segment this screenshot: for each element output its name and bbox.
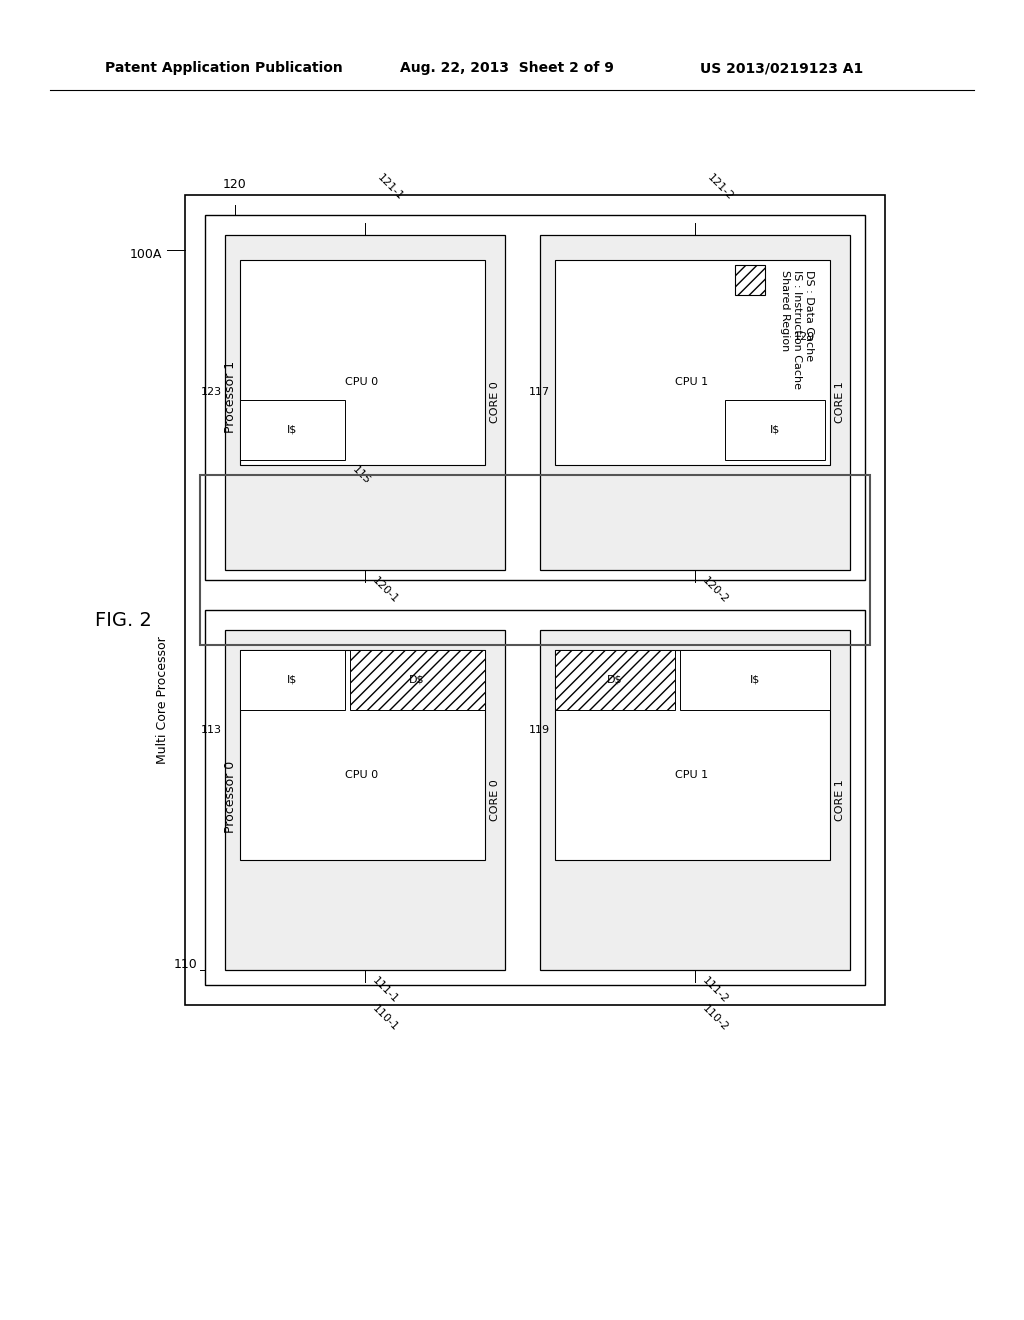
Text: Aug. 22, 2013  Sheet 2 of 9: Aug. 22, 2013 Sheet 2 of 9 (400, 61, 613, 75)
Text: CORE 1: CORE 1 (835, 381, 845, 422)
Text: DS : Data Cache: DS : Data Cache (804, 271, 814, 362)
Text: 120: 120 (223, 178, 247, 191)
Bar (680, 649, 830, 710)
Bar (725, 400, 825, 459)
Bar (225, 630, 505, 970)
Bar (540, 235, 850, 570)
Text: CORE 1: CORE 1 (835, 779, 845, 821)
Bar (735, 265, 765, 294)
Text: Processor 0: Processor 0 (224, 760, 238, 833)
Text: 120-1: 120-1 (370, 576, 399, 605)
Bar (240, 260, 485, 465)
Text: 119: 119 (528, 725, 550, 735)
Bar (225, 235, 505, 570)
Text: CPU 1: CPU 1 (676, 378, 709, 387)
Text: 110-2: 110-2 (700, 1003, 730, 1032)
Text: 121-2: 121-2 (705, 172, 735, 202)
Bar (185, 195, 885, 1005)
Text: CPU 1: CPU 1 (676, 770, 709, 780)
Text: 121-1: 121-1 (375, 172, 404, 202)
Text: CORE 0: CORE 0 (490, 779, 500, 821)
Text: IS : Instruction Cache: IS : Instruction Cache (792, 271, 802, 389)
Bar (240, 649, 345, 710)
Text: 129: 129 (794, 333, 815, 342)
Text: Processor 1: Processor 1 (224, 360, 238, 433)
Text: D$: D$ (410, 675, 425, 685)
Text: Multi Core Processor: Multi Core Processor (156, 636, 169, 764)
Text: I$: I$ (287, 675, 297, 685)
Text: 113: 113 (201, 725, 222, 735)
Text: D$: D$ (607, 675, 623, 685)
Text: CORE 0: CORE 0 (490, 381, 500, 422)
Bar (205, 215, 865, 579)
Text: 115: 115 (350, 465, 372, 486)
Text: FIG. 2: FIG. 2 (95, 610, 152, 630)
Text: 111-1: 111-1 (370, 975, 399, 1005)
Bar (205, 610, 865, 985)
Text: CPU 0: CPU 0 (345, 378, 379, 387)
Bar (540, 630, 850, 970)
Text: 120-2: 120-2 (700, 576, 730, 605)
Text: CPU 0: CPU 0 (345, 770, 379, 780)
Bar (555, 260, 830, 465)
Text: 100A: 100A (130, 248, 163, 261)
Text: US 2013/0219123 A1: US 2013/0219123 A1 (700, 61, 863, 75)
Bar (240, 649, 485, 861)
Text: 111-2: 111-2 (700, 975, 730, 1005)
Text: 117: 117 (528, 387, 550, 397)
Bar (555, 649, 675, 710)
Text: 110-1: 110-1 (370, 1003, 399, 1032)
Bar (555, 649, 830, 861)
Text: 123: 123 (201, 387, 222, 397)
Text: Shared Region: Shared Region (780, 271, 790, 351)
Text: Patent Application Publication: Patent Application Publication (105, 61, 343, 75)
Text: I$: I$ (770, 425, 780, 436)
Bar (200, 475, 870, 645)
Text: I$: I$ (287, 425, 297, 436)
Bar (350, 649, 485, 710)
Text: I$: I$ (750, 675, 760, 685)
Bar (240, 400, 345, 459)
Text: 110: 110 (173, 958, 197, 972)
